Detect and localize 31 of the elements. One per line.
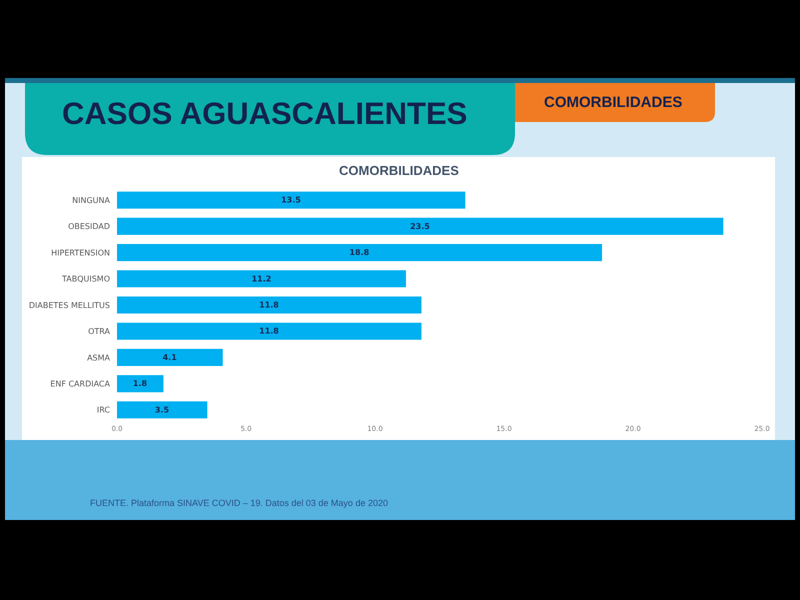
y-tick-label: ASMA [87,353,111,362]
y-tick-label: DIABETES MELLITUS [28,300,110,310]
data-label: 4.1 [162,352,178,362]
bar [117,348,223,366]
y-tick-label: ENF CARDIACA [50,379,111,388]
data-label: 18.8 [349,248,370,258]
y-tick-label: OBESIDAD [68,222,110,232]
bar [117,244,602,262]
data-label: 11.8 [259,300,280,310]
data-label: 3.5 [154,405,170,414]
bar [117,218,724,235]
y-tick-label: IRC [96,406,110,415]
bar [117,296,422,314]
data-label: 1.8 [132,379,148,388]
data-label: 11.2 [252,274,272,284]
source-note: FUENTE. Plataforma SINAVE COVID – 19. Datos del 03 de Mayo de 2020 [90,498,388,508]
bar [117,401,208,418]
data-label: 23.5 [410,222,430,231]
y-tick-label: OTRA [88,327,111,336]
y-tick-label: NINGUNA [72,196,111,205]
y-tick-label: TABQUISMO [60,274,110,284]
chart-subtitle: COMORBILIDADES [544,94,682,111]
bar [117,192,466,209]
y-tick-label: HIPERTENSION [51,248,110,258]
bar [117,270,406,288]
chart-title: CASOS AGUASCALIENTES [62,96,468,131]
data-label: 11.8 [259,326,280,336]
bar [117,375,164,392]
text: COMORBILIDADES [339,163,460,178]
data-label: 13.5 [281,196,302,205]
bar [117,322,422,340]
